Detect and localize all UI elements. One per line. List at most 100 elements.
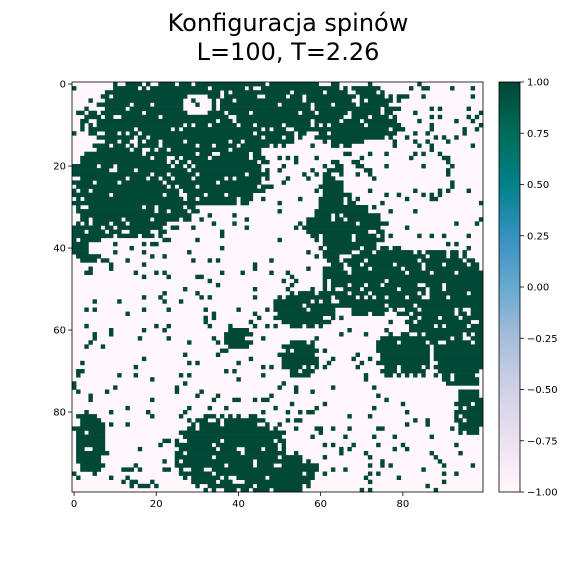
spin-up-cells [166,192,180,198]
spin-up-cells [314,364,319,370]
spin-up-cells [298,221,303,226]
spin-up-cells [417,332,422,337]
spin-up-cells [384,106,402,111]
spin-up-cells [441,373,451,378]
spin-up-cells [310,168,315,173]
spin-up-cells [113,192,163,198]
spin-up-cells [182,475,188,480]
colorbar-tick-label: −1.00 [527,488,558,499]
spin-up-cells [80,360,85,366]
spin-up-cells [207,405,213,411]
spin-up-cells [450,295,484,300]
spin-up-cells [409,295,422,300]
spin-up-cells [207,258,213,263]
spin-up-cells [277,295,282,300]
y-tick-label: 20 [53,162,66,173]
spin-up-cells [314,213,332,218]
spin-up-cells [310,287,315,292]
spin-up-cells [96,118,217,124]
spin-up-cells [80,159,167,165]
spin-up-cells [478,319,484,325]
spin-up-cells [330,143,340,148]
spin-up-cells [396,192,402,198]
spin-up-cells [80,237,102,243]
spin-up-cells [302,369,315,374]
spin-up-cells [162,270,167,275]
spin-up-cells [351,282,365,288]
spin-up-cells [88,127,134,132]
spin-up-cells [125,258,130,263]
spin-up-cells [84,323,89,329]
spin-up-cells [166,274,171,280]
spin-up-cells [199,295,204,300]
spin-up-cells [187,192,204,198]
spin-up-cells [203,414,217,419]
spin-up-cells [269,82,319,87]
spin-up-cells [421,467,426,472]
spin-up-cells [322,442,328,448]
spin-up-cells [470,311,484,316]
spin-up-cells [446,340,471,345]
spin-up-cells [211,106,217,111]
spin-up-cells [318,430,324,435]
spin-up-cells [215,340,221,345]
spin-up-cells [80,176,126,181]
spin-up-cells [133,463,139,468]
y-tick-label: 40 [53,244,66,255]
spin-up-cells [454,401,471,407]
spin-up-cells [458,270,484,275]
spin-up-cells [392,127,406,132]
spin-up-cells [450,184,455,189]
spin-up-cells [240,123,254,128]
spin-up-cells [125,422,130,427]
spin-up-cells [228,414,233,419]
y-axis: 0 20 40 60 80 [53,80,72,419]
spin-up-cells [367,479,373,485]
spin-up-cells [244,451,287,456]
spin-up-cells [261,86,340,91]
spin-up-cells [359,102,389,107]
spin-up-cells [219,348,229,353]
spin-up-cells [281,143,287,148]
spin-up-cells [404,410,410,415]
spin-up-cells [289,274,295,280]
spin-up-cells [187,360,192,366]
spin-up-cells [458,311,467,316]
spin-up-cells [376,360,430,366]
spin-up-cells [298,135,303,140]
spin-up-cells [187,164,192,169]
spin-up-cells [437,114,443,120]
spin-up-cells [129,131,139,136]
spin-up-cells [76,369,85,374]
spin-up-cells [104,90,221,95]
spin-up-cells [446,381,480,386]
spin-up-cells [388,463,393,468]
spin-up-cells [108,475,114,480]
spin-up-cells [100,258,110,263]
spin-up-cells [306,250,311,255]
spin-up-cells [72,86,77,91]
spin-up-cells [178,430,287,435]
spin-up-cells [248,86,254,91]
spin-up-cells [306,221,356,226]
colorbar-axis: 1.00 0.75 0.50 0.25 0.00 −0.25 −0.50 −0.75 −1.00 [520,78,558,499]
spin-up-cells [76,430,85,435]
colorbar-tick-label: −0.50 [527,385,558,396]
spin-up-cells [396,98,402,103]
spin-up-cells [228,323,233,329]
spin-up-cells [285,348,291,353]
spin-up-cells [306,266,311,271]
spin-up-cells [76,446,85,452]
spin-up-cells [166,323,171,329]
spin-up-cells [454,241,459,247]
spin-up-cells [335,217,344,222]
spin-up-cells [425,483,430,489]
spin-up-cells [195,393,200,398]
spin-up-cells [425,332,463,337]
spin-up-cells [137,143,159,148]
spin-up-cells [314,209,369,214]
spin-up-cells [76,209,155,214]
spin-up-cells [351,307,389,312]
spin-up-cells [388,278,484,284]
spin-up-cells [273,487,303,493]
